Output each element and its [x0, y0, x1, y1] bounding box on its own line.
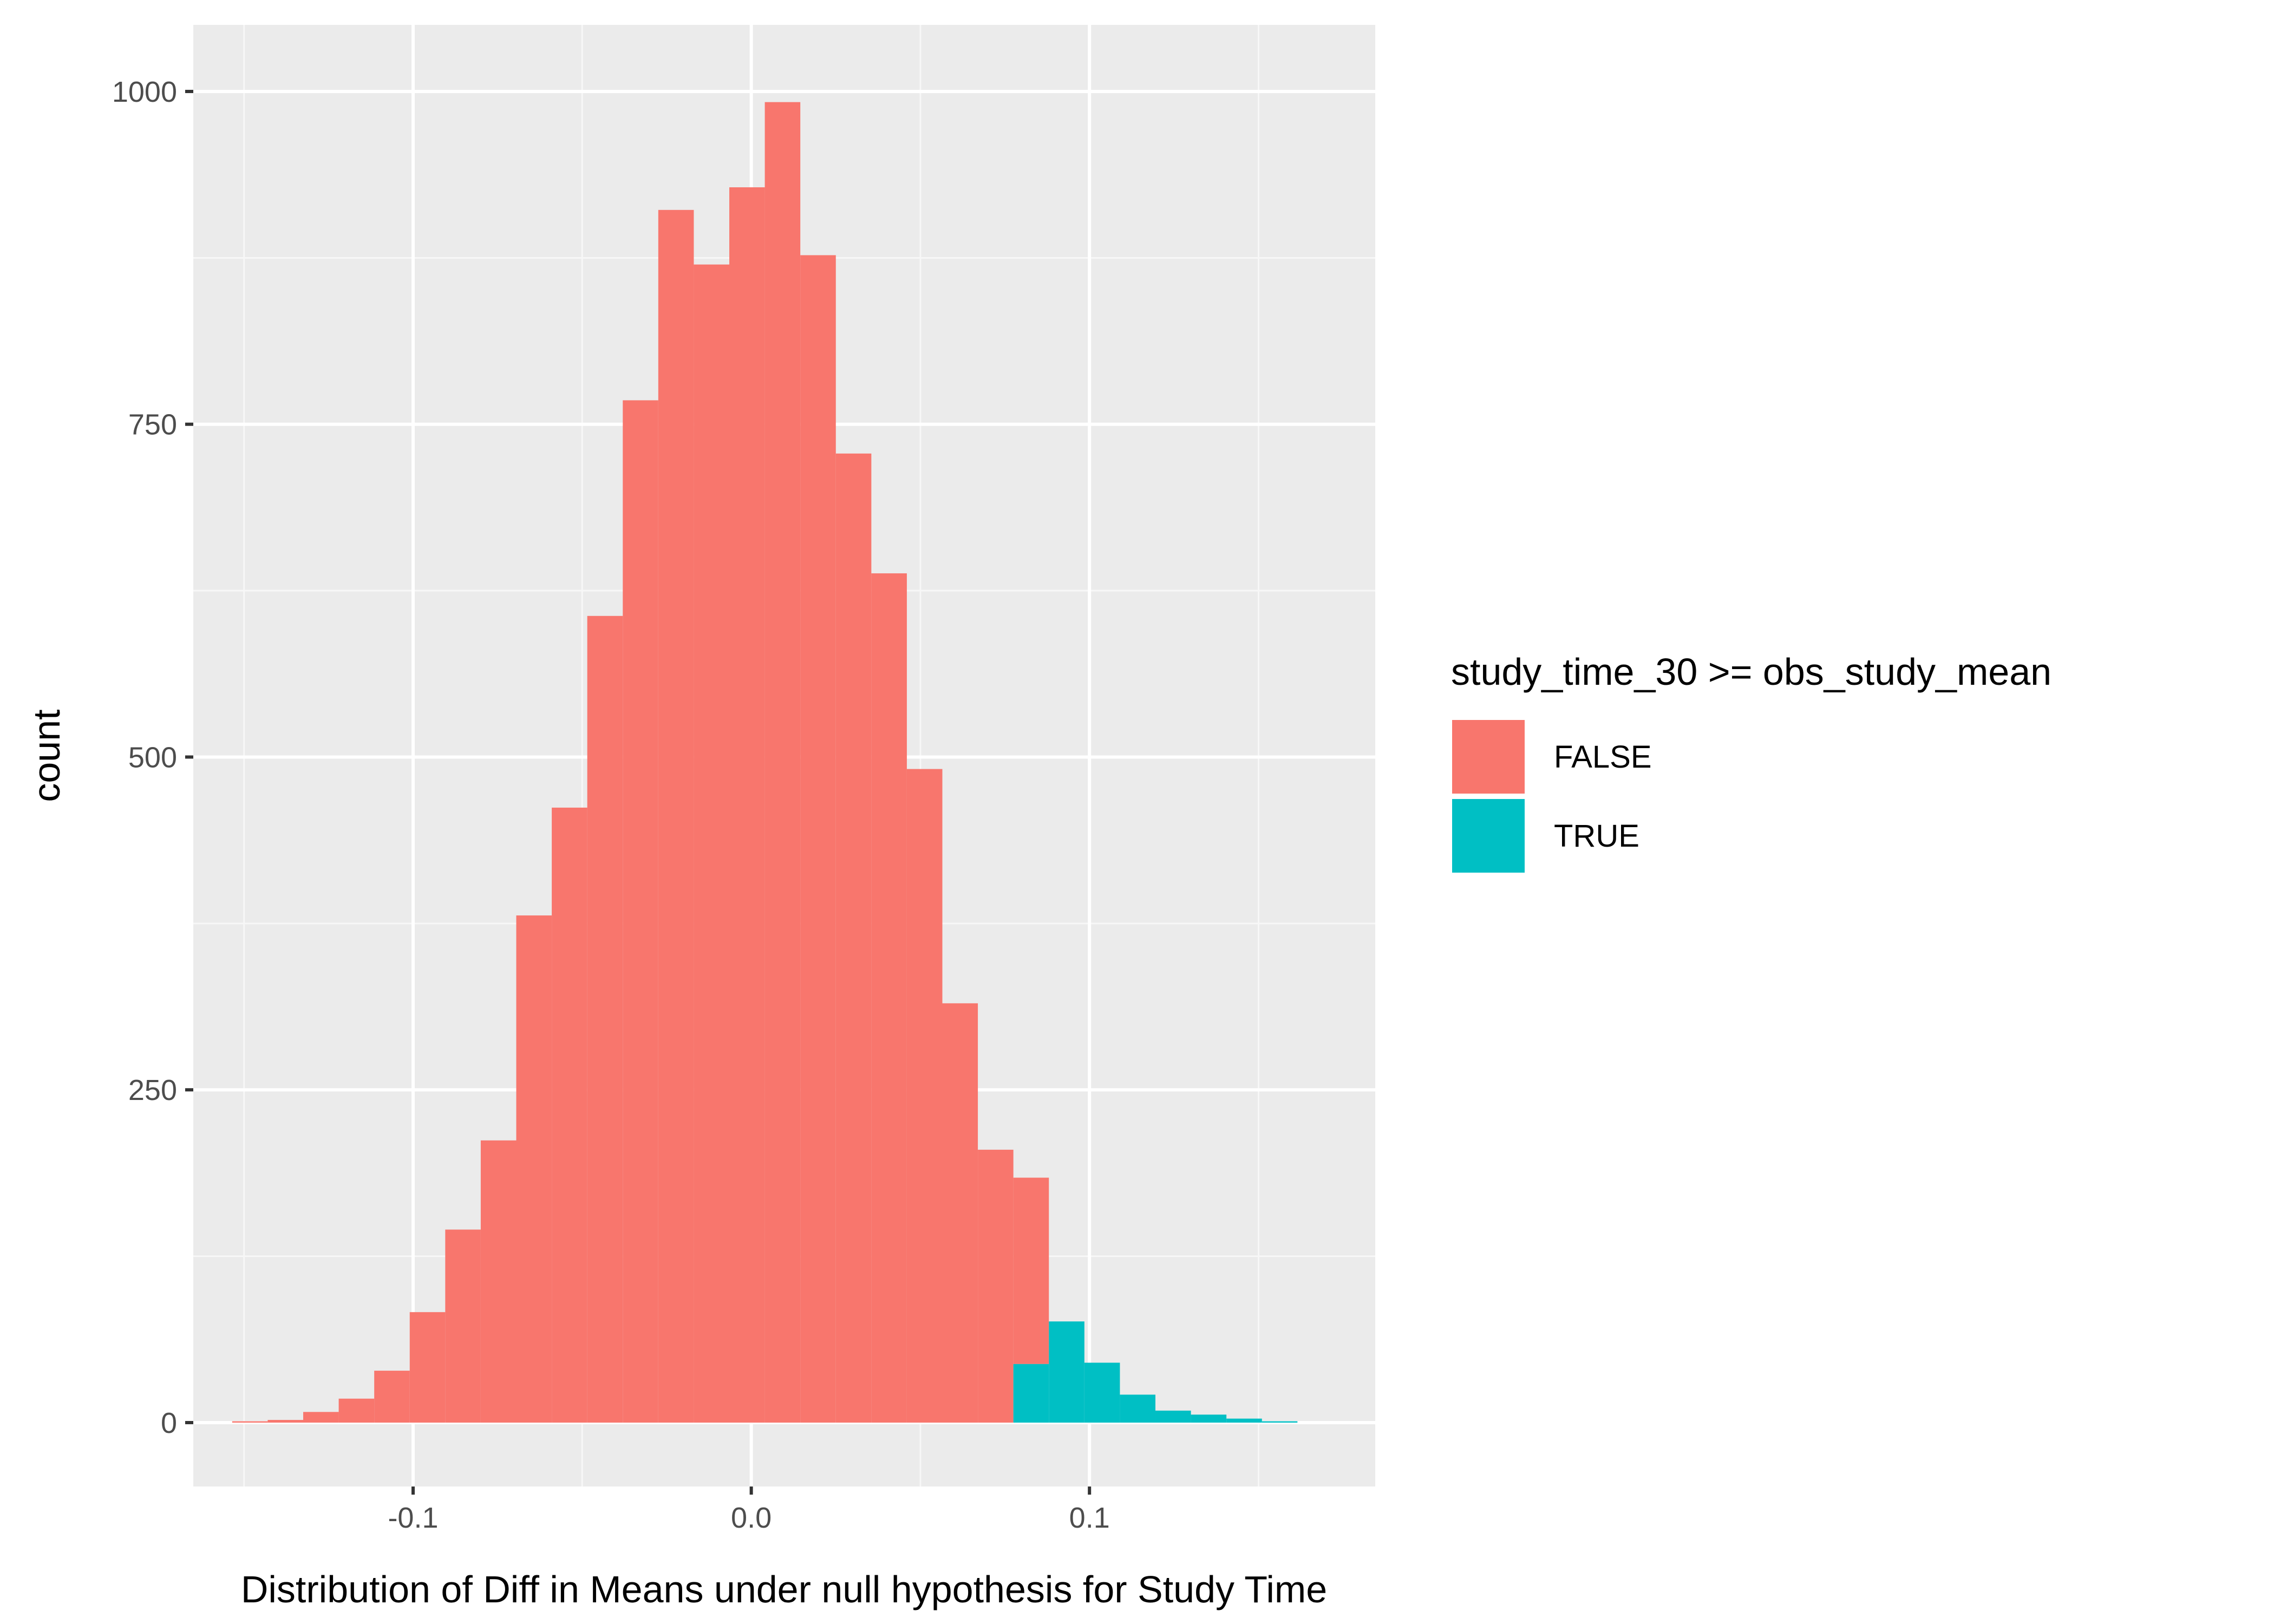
histogram-bar-true — [1191, 1415, 1227, 1423]
histogram-bar-false — [729, 187, 765, 1423]
histogram-bar-false — [374, 1371, 410, 1423]
y-axis-title: count — [25, 709, 68, 802]
histogram-bar-true — [1262, 1421, 1298, 1423]
histogram-bar-false — [516, 915, 552, 1423]
histogram-bar-true — [1120, 1394, 1156, 1423]
histogram-bar-false — [906, 769, 943, 1423]
histogram-bar-true — [1013, 1364, 1049, 1423]
legend-key-false — [1450, 718, 1527, 796]
histogram-bar-false — [232, 1421, 268, 1423]
legend-title: study_time_30 >= obs_study_mean — [1451, 651, 2051, 693]
legend-label-true: TRUE — [1554, 818, 1639, 854]
histogram-bar-false — [871, 573, 907, 1423]
histogram-bar-false — [303, 1412, 339, 1423]
axes: -0.1 0.0 0.1 0 250 500 750 1000 — [112, 76, 1110, 1534]
histogram-bar-false — [552, 807, 587, 1423]
histogram-bar-false — [658, 209, 694, 1423]
legend-key-true — [1450, 797, 1527, 875]
histogram-bar-false — [587, 615, 623, 1423]
legend: study_time_30 >= obs_study_mean FALSE TR… — [1450, 651, 2051, 875]
histogram-bar-false — [480, 1140, 517, 1423]
histogram-bar-false — [445, 1229, 481, 1423]
x-tick-label: 0.1 — [1069, 1502, 1110, 1534]
histogram-bar-false — [978, 1149, 1014, 1423]
y-tick-label: 250 — [128, 1074, 177, 1106]
histogram-bar-false — [694, 264, 730, 1423]
histogram-bar-false — [1013, 1177, 1049, 1364]
histogram-bar-false — [942, 1003, 978, 1423]
legend-label-false: FALSE — [1554, 739, 1652, 775]
histogram-bar-false — [764, 102, 801, 1423]
histogram-bar-false — [835, 453, 872, 1423]
histogram-bar-true — [1049, 1321, 1084, 1423]
histogram-bar-true — [1084, 1363, 1120, 1423]
histogram-bar-true — [1155, 1410, 1191, 1423]
y-tick-label: 500 — [128, 741, 177, 774]
y-tick-label: 750 — [128, 409, 177, 441]
histogram-bar-false — [623, 400, 658, 1423]
histogram-bar-true — [1226, 1418, 1262, 1423]
y-tick-label: 0 — [161, 1407, 177, 1439]
x-tick-label: 0.0 — [731, 1502, 772, 1534]
histogram-bars — [232, 102, 1298, 1423]
histogram-bar-false — [338, 1398, 375, 1423]
x-tick-label: -0.1 — [388, 1502, 438, 1534]
y-tick-label: 1000 — [112, 76, 177, 108]
histogram-bar-false — [267, 1420, 303, 1423]
histogram-bar-false — [409, 1312, 446, 1423]
histogram-bar-false — [800, 255, 836, 1423]
x-axis-title: Distribution of Diff in Means under null… — [241, 1568, 1327, 1610]
